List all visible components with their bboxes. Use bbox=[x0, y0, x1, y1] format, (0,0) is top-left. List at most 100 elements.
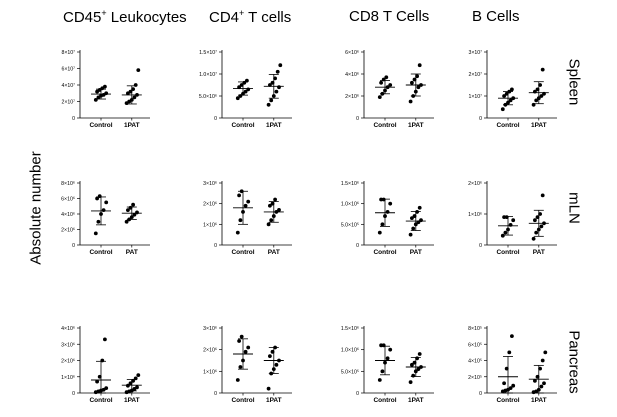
panel-2-2-data-point bbox=[417, 352, 422, 356]
panel-2-2-data-point bbox=[377, 378, 382, 382]
panel-1-0-x-tick-label: PAT bbox=[126, 249, 138, 256]
panel-1-0-data-point bbox=[104, 200, 109, 205]
panel-1-0-y-tick-label: 4×10⁶ bbox=[61, 212, 75, 218]
panel-1-1-y-tick-label: 2×10⁶ bbox=[203, 202, 217, 208]
panel-1-0-y-tick-label: 8×10⁶ bbox=[61, 181, 75, 187]
panel-1-2-x-tick-label: PAT bbox=[410, 249, 422, 256]
panel-2-2-data-point bbox=[380, 369, 385, 374]
panel-2-3-y-tick-label: 0 bbox=[479, 391, 482, 397]
panel-2-2-y-tick-label: 0 bbox=[356, 391, 359, 397]
panel-2-1-data-point bbox=[237, 339, 242, 343]
panel-0-1-y-tick-label: 1.5×10⁷ bbox=[199, 50, 217, 56]
panel-2-1-data-point bbox=[274, 362, 279, 367]
panel-0-2-data-point bbox=[379, 80, 383, 85]
panel-1-3-data-point bbox=[533, 218, 537, 223]
panel-2-1-y-tick-label: 2×10⁶ bbox=[203, 348, 217, 354]
panel-1-2-y-tick-label: 1.0×10⁶ bbox=[341, 202, 359, 208]
panel-2-3-data-point bbox=[511, 383, 516, 388]
panel-2-2-x-tick-label: 1PAT bbox=[408, 397, 424, 404]
panel-2-2-x-tick-label: Control bbox=[373, 397, 396, 404]
panel-0-1-data-point bbox=[274, 89, 279, 94]
panel-0-2-data-point bbox=[417, 63, 422, 68]
panel-1-1-data-point bbox=[273, 197, 277, 202]
panel-2-1-data-point bbox=[268, 354, 272, 359]
panel-2-2-data-point bbox=[411, 373, 416, 378]
panel-0-2-data-point bbox=[410, 80, 414, 85]
panel-2-2-y-tick-label: 5.0×10⁵ bbox=[341, 369, 359, 375]
panel-2-3-x-tick-label: 1PAT bbox=[531, 397, 547, 404]
panel-1-1-data-point bbox=[235, 230, 240, 235]
panel-1-3-x-tick-label: Control bbox=[496, 249, 519, 256]
panel-1-3-x-tick-label: PAT bbox=[533, 249, 545, 256]
panel-2-3-data-point bbox=[510, 334, 514, 339]
panel-2-3-data-point bbox=[502, 381, 506, 386]
panel-0-3-y-tick-label: 1×10⁷ bbox=[468, 94, 482, 100]
panel-2-3-y-tick-label: 8×10⁵ bbox=[468, 326, 482, 332]
panel-1-1-data-point bbox=[269, 218, 274, 223]
panel-1-0-data-point bbox=[96, 219, 101, 224]
panel-0-0-y-tick-label: 4×10⁷ bbox=[61, 83, 75, 89]
panel-1-0-y-tick-label: 2×10⁶ bbox=[61, 228, 75, 234]
panel-0-2-data-point bbox=[384, 75, 389, 80]
panel-0-0-y-tick-label: 8×10⁷ bbox=[61, 50, 75, 56]
panel-2-3-data-point bbox=[542, 381, 546, 386]
panel-0-3-data-point bbox=[500, 107, 505, 112]
panel-2-3-data-point bbox=[543, 350, 548, 355]
panel-2-2-data-point bbox=[408, 380, 413, 385]
panel-0-2-data-point bbox=[416, 85, 421, 90]
panel-1-3-data-point bbox=[534, 230, 539, 235]
panel-2-0-y-tick-label: 0 bbox=[72, 391, 75, 397]
column-title-cd8: CD8 T Cells bbox=[349, 8, 430, 25]
panel-1-0-data-point bbox=[126, 208, 130, 213]
column-title-bcells: B Cells bbox=[472, 8, 520, 25]
panel-1-3-y-tick-label: 2×10⁶ bbox=[468, 181, 482, 187]
panel-2-2-data-point bbox=[410, 362, 414, 367]
panel-0-2-y-tick-label: 2×10⁶ bbox=[345, 94, 359, 100]
panel-1-0-data-point bbox=[131, 202, 136, 207]
panel-1-1-data-point bbox=[266, 222, 271, 227]
panel-0-1-x-tick-label: 1PAT bbox=[266, 122, 282, 129]
panel-2-3-data-point bbox=[533, 378, 537, 383]
panel-0-3-y-tick-label: 0 bbox=[479, 116, 482, 122]
panel-0-1-data-point bbox=[266, 102, 271, 107]
panel-2-2-data-point bbox=[416, 367, 421, 372]
panel-2-0-y-tick-label: 3×10⁶ bbox=[61, 342, 75, 348]
column-title-cd4: CD4+ T cells bbox=[209, 8, 292, 26]
panel-2-0-data-point bbox=[95, 379, 99, 384]
panel-1-2-data-point bbox=[417, 205, 422, 210]
panel-0-0-y-tick-label: 0 bbox=[72, 116, 75, 122]
column-title-cd45: CD45+ Leukocytes bbox=[63, 8, 187, 26]
panel-1-3-data-point bbox=[531, 236, 536, 241]
panel-1-3-y-tick-label: 1×10⁶ bbox=[468, 212, 482, 218]
panel-2-0-x-tick-label: 1PAT bbox=[124, 397, 140, 404]
panel-2-0-data-point bbox=[103, 337, 107, 342]
panel-0-2-data-point bbox=[377, 95, 382, 99]
panel-2-1-data-point bbox=[238, 365, 243, 369]
panel-0-1-data-point bbox=[235, 96, 240, 101]
panel-1-2-data-point bbox=[410, 216, 414, 221]
panel-1-2-data-point bbox=[377, 230, 382, 235]
panel-0-0-data-point bbox=[132, 95, 137, 100]
panel-0-2-y-tick-label: 6×10⁶ bbox=[345, 50, 359, 56]
panel-1-1-y-tick-label: 0 bbox=[214, 243, 217, 249]
panel-1-2-data-point bbox=[408, 232, 413, 237]
panel-0-3-data-point bbox=[539, 94, 544, 98]
panel-1-3-data-point bbox=[503, 230, 508, 235]
panel-1-2-data-point bbox=[385, 210, 390, 214]
panel-2-3-data-point bbox=[539, 384, 544, 389]
panel-2-1-data-point bbox=[235, 378, 240, 382]
panel-0-1-y-tick-label: 5.0×10⁶ bbox=[199, 94, 217, 100]
panel-2-3-x-tick-label: Control bbox=[496, 397, 519, 404]
panel-1-1-y-tick-label: 1×10⁶ bbox=[203, 222, 217, 228]
panel-0-0-y-tick-label: 6×10⁷ bbox=[61, 67, 75, 73]
panel-0-0-y-tick-label: 2×10⁷ bbox=[61, 100, 75, 106]
panel-0-3-data-point bbox=[534, 98, 539, 103]
panel-0-0-data-point bbox=[103, 84, 107, 89]
panel-1-3-data-point bbox=[540, 193, 545, 198]
panel-2-2-y-tick-label: 1.0×10⁶ bbox=[341, 348, 359, 354]
panel-1-2-data-point bbox=[388, 201, 393, 206]
panel-0-1-data-point bbox=[278, 63, 283, 68]
panel-0-3-data-point bbox=[510, 87, 514, 92]
panel-2-3-y-tick-label: 2×10⁵ bbox=[468, 375, 482, 381]
